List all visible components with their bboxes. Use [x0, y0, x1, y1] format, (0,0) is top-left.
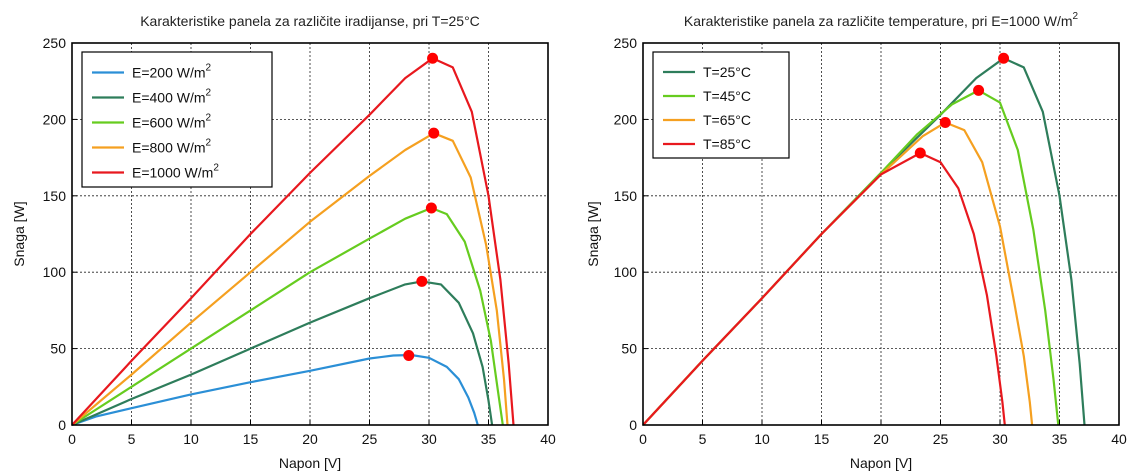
chart-title: Karakteristike panela za različite tempe… [684, 11, 1079, 29]
y-tick-label: 0 [58, 417, 66, 433]
legend-label-2: E=600 W/m2 [132, 113, 212, 131]
y-tick-label: 200 [614, 111, 638, 127]
legend-label-4: E=1000 W/m2 [132, 163, 219, 181]
x-tick-label: 20 [873, 431, 889, 447]
y-tick-label: 150 [43, 188, 67, 204]
legend-label-2: T=65°C [703, 112, 751, 128]
mpp-point-4 [427, 52, 439, 64]
x-tick-label: 30 [992, 431, 1008, 447]
series-layer [642, 57, 1086, 426]
mpp-point-0 [403, 349, 415, 361]
legend-label-0: E=200 W/m2 [132, 63, 212, 81]
series-line-2 [71, 206, 504, 426]
x-tick-label: 30 [421, 431, 437, 447]
chart-panel-temperature: Karakteristike panela za različite tempe… [585, 11, 1127, 471]
series-layer [71, 57, 515, 427]
y-tick-label: 50 [621, 341, 637, 357]
series-line-3 [642, 151, 1006, 426]
x-tick-label: 25 [933, 431, 949, 447]
x-tick-label: 10 [183, 431, 199, 447]
x-tick-label: 40 [540, 431, 556, 447]
legend-label-sup: 2 [206, 138, 212, 149]
legend-label-sup: 2 [206, 88, 212, 99]
legend-label-3: E=800 W/m2 [132, 138, 212, 156]
axis-ticks: 0 5 10 15 20 25 30 35 40 0 50 100 150 200 250 [43, 35, 556, 447]
x-tick-label: 15 [243, 431, 259, 447]
legend-label-1: T=45°C [703, 88, 751, 104]
legend-label-sup: 2 [206, 113, 212, 124]
mpp-markers [403, 52, 440, 361]
mpp-markers [914, 52, 1010, 159]
x-tick-label: 35 [1052, 431, 1068, 447]
x-axis-label: Napon [V] [279, 455, 341, 471]
chart-title: Karakteristike panela za različite iradi… [140, 13, 480, 29]
x-tick-label: 0 [639, 431, 647, 447]
x-tick-label: 20 [302, 431, 318, 447]
chart-panel-irradiance: Karakteristike panela za različite iradi… [11, 13, 556, 471]
legend-label-1: E=400 W/m2 [132, 88, 212, 106]
y-tick-label: 200 [43, 111, 67, 127]
x-tick-label: 10 [754, 431, 770, 447]
legend-box [81, 51, 273, 188]
y-tick-label: 150 [614, 188, 638, 204]
y-tick-label: 250 [614, 35, 638, 51]
x-tick-label: 0 [68, 431, 76, 447]
x-tick-label: 5 [128, 431, 136, 447]
x-axis-label: Napon [V] [850, 455, 912, 471]
series-line-1 [71, 280, 494, 427]
y-axis-label: Snaga [W] [585, 201, 601, 266]
series-line-4 [71, 57, 515, 426]
x-tick-label: 25 [362, 431, 378, 447]
legend-label-sup: 2 [213, 163, 219, 174]
axis-ticks: 0 5 10 15 20 25 30 35 40 0 50 100 150 200 250 [614, 35, 1127, 447]
mpp-point-2 [939, 116, 951, 128]
series-line-0 [71, 353, 479, 427]
mpp-point-0 [998, 52, 1010, 64]
mpp-point-3 [428, 127, 440, 139]
mpp-point-1 [416, 275, 428, 287]
legend-label-0: T=25°C [703, 64, 751, 80]
legend-label-sup: 2 [206, 63, 212, 74]
legend: E=200 W/m2 E=400 W/m2 E=600 W/m2 E=800 W/m2… [81, 51, 273, 188]
series-line-3 [71, 132, 509, 426]
mpp-point-3 [914, 147, 926, 159]
x-tick-label: 35 [481, 431, 497, 447]
legend-label-3: T=85°C [703, 136, 751, 152]
legend: T=25°C T=45°C T=65°C T=85°C [652, 51, 790, 159]
x-tick-label: 40 [1111, 431, 1127, 447]
x-tick-label: 15 [814, 431, 830, 447]
x-tick-label: 5 [699, 431, 707, 447]
y-tick-label: 250 [43, 35, 67, 51]
mpp-point-2 [425, 202, 437, 214]
y-tick-label: 100 [43, 264, 67, 280]
y-tick-label: 50 [50, 341, 66, 357]
y-axis-label: Snaga [W] [11, 201, 27, 266]
mpp-point-1 [973, 84, 985, 96]
series-line-2 [642, 121, 1034, 426]
y-tick-label: 100 [614, 264, 638, 280]
y-tick-label: 0 [629, 417, 637, 433]
legend-box [652, 51, 790, 159]
